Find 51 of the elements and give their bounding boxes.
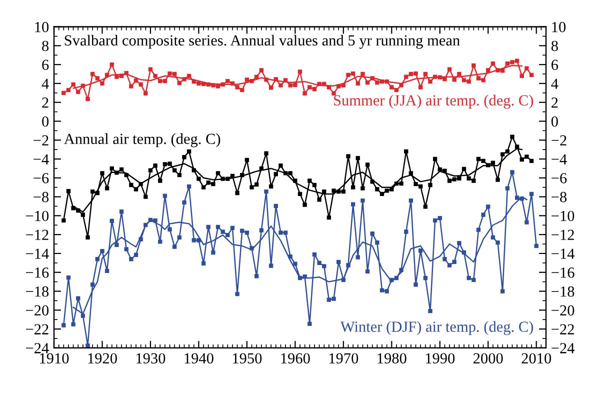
- y-tick-label: 2: [42, 98, 48, 108]
- series-label: Annual air temp. (deg. C): [64, 133, 220, 148]
- series-label: Summer (JJA) air temp. (deg. C): [334, 94, 534, 109]
- x-tick-label: 1940: [184, 353, 214, 364]
- y-tick-label: 6: [42, 60, 49, 70]
- y-tick-label: −12: [26, 230, 48, 240]
- y2-tick-label: 4: [551, 78, 558, 89]
- y-tick-label: −8: [34, 192, 49, 202]
- x-tick-label: 1990: [426, 353, 455, 364]
- y2-tick-label: −6: [552, 173, 567, 184]
- y2-tick-label: −16: [552, 268, 574, 278]
- y-tick-label: −16: [26, 268, 49, 278]
- chart-title: Svalbard composite series. Annual values and 5 yr running mean: [64, 34, 460, 49]
- x-tick-label: 1980: [378, 353, 406, 364]
- y-tick-label: −18: [26, 286, 49, 297]
- y-tick-label: −20: [26, 305, 49, 316]
- y2-tick-label: −14: [552, 248, 575, 259]
- y2-tick-label: −2: [552, 135, 566, 146]
- x-tick-label: 1910: [40, 353, 69, 364]
- y-tick-label: −2: [34, 135, 48, 146]
- y2-tick-label: −18: [552, 286, 574, 297]
- y2-tick-label: −24: [552, 343, 575, 354]
- y-tick-label: 10: [35, 22, 49, 32]
- x-tick-label: 2000: [474, 353, 503, 364]
- y-tick-label: 4: [42, 78, 49, 89]
- y2-tick-label: −20: [552, 305, 574, 316]
- y2-tick-label: 0: [551, 116, 558, 127]
- y2-tick-label: −22: [552, 324, 574, 334]
- y2-tick-label: −12: [552, 230, 574, 240]
- y2-tick-label: −4: [552, 154, 567, 164]
- y2-tick-label: 2: [552, 98, 558, 108]
- x-tick-label: 2010: [522, 353, 552, 364]
- y-tick-label: −6: [34, 173, 49, 184]
- x-tick-label: 1920: [88, 353, 117, 364]
- x-tick-label: 1970: [329, 353, 358, 364]
- y-tick-label: −4: [34, 154, 49, 164]
- y-tick-label: −22: [26, 324, 48, 334]
- y-tick-label: 0: [42, 116, 49, 127]
- y2-tick-label: −10: [552, 210, 574, 222]
- y-tick-label: −24: [26, 343, 49, 354]
- y2-tick-label: 10: [552, 22, 566, 32]
- x-tick-label: 1960: [281, 353, 310, 364]
- x-tick-label: 1950: [233, 353, 262, 364]
- y-tick-label: −10: [26, 210, 49, 222]
- y-tick-label: −14: [26, 248, 49, 259]
- y2-tick-label: 8: [551, 40, 558, 52]
- y-tick-label: 8: [42, 40, 49, 52]
- series-label: Winter (DJF) air temp. (deg. C): [340, 321, 534, 336]
- y2-tick-label: 6: [552, 60, 558, 70]
- x-tick-label: 1930: [136, 353, 166, 364]
- y2-tick-label: −8: [552, 192, 567, 202]
